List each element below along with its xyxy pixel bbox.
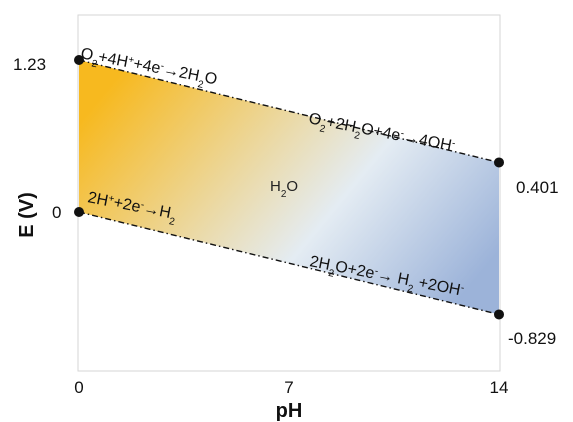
h2-basic-part-3: -: [374, 265, 379, 276]
o2-basic-part-5: -: [400, 127, 405, 138]
label-upper-left: 1.23: [13, 55, 46, 74]
point-lower-right: [494, 309, 504, 320]
plot-frame: [77, 14, 501, 372]
equation-hydrogen-basic: 2H2O+2e-→ H2 +2OH-: [307, 253, 465, 304]
point-upper-right: [494, 157, 504, 168]
o2-acidic-part-0: O: [79, 45, 94, 64]
h2-acidic-part-2: +2e: [112, 194, 142, 216]
h2-acidic-part-3: -: [140, 199, 145, 210]
x-axis-title: pH: [276, 400, 303, 422]
o2-basic-part-2: +2H: [325, 114, 357, 136]
equation-oxygen-acidic: O2+4H++4e-→2H2O: [78, 45, 218, 93]
o2-basic-part-1: 2: [319, 123, 327, 135]
label-upper-right: 0.401: [516, 178, 559, 197]
label-lower-left: 0: [52, 203, 61, 222]
region-label-water: H2O: [270, 178, 298, 200]
o2-acidic-part-5: -: [160, 60, 165, 71]
h2-basic-part-5: 2: [406, 283, 414, 295]
point-upper-left: [74, 55, 84, 65]
h2-acidic-part-4: →H: [142, 200, 172, 222]
o2-acidic-part-4: +4e: [132, 55, 162, 77]
h2-basic-part-1: 2: [327, 267, 335, 279]
region-label-base: H: [270, 178, 281, 195]
x-tick-0: 0: [74, 378, 83, 397]
h2-basic-part-7: -: [460, 282, 465, 293]
o2-acidic-part-3: +: [127, 54, 135, 66]
o2-basic-part-7: -: [451, 137, 456, 148]
h2-acidic-part-0: 2H: [86, 189, 109, 210]
o2-acidic-part-7: 2: [197, 79, 205, 91]
hydrogen-evolution-line: [78, 211, 500, 316]
point-lower-left: [74, 207, 84, 217]
o2-acidic-part-2: +4H: [97, 49, 129, 71]
o2-basic-part-3: 2: [353, 130, 361, 142]
o2-acidic-part-6: →2H: [162, 61, 201, 85]
region-label-rest: O: [286, 178, 298, 195]
o2-acidic-part-1: 2: [91, 58, 99, 70]
x-tick-7: 7: [284, 378, 293, 397]
h2-basic-part-4: → H: [376, 266, 411, 289]
y-axis-title: E (V): [16, 192, 38, 238]
equation-hydrogen-acidic: 2H++2e-→H2: [85, 189, 178, 228]
o2-basic-part-0: O: [307, 110, 322, 129]
x-tick-14: 14: [490, 378, 509, 397]
oxygen-evolution-line: [78, 59, 500, 164]
o2-acidic-part-8: O: [203, 69, 218, 88]
label-lower-right: -0.829: [508, 329, 556, 348]
h2-acidic-part-1: +: [108, 193, 116, 205]
water-stability-region: [79, 60, 499, 315]
h2-acidic-part-5: 2: [168, 216, 176, 228]
region-label-sub: 2: [281, 189, 287, 200]
h2-basic-part-0: 2H: [308, 253, 331, 274]
